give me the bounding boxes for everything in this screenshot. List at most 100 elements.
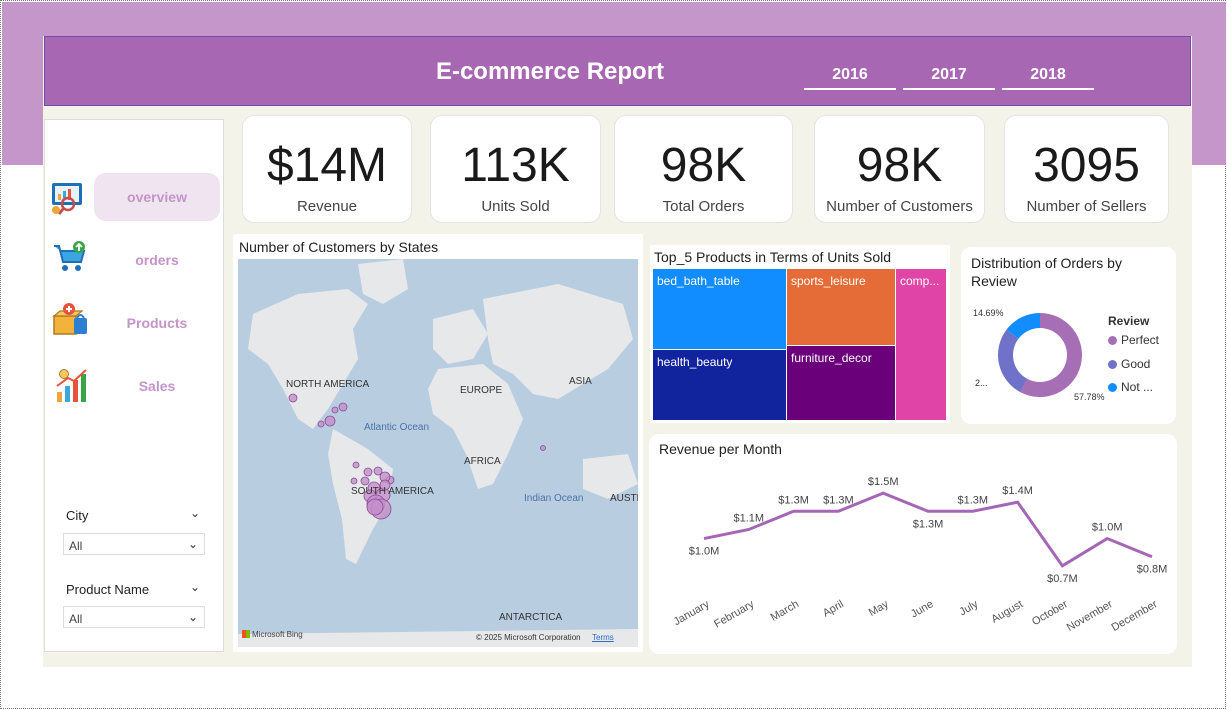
product-name-filter-label: Product Name	[66, 582, 150, 597]
map-label-africa: AFRICA	[464, 456, 501, 467]
chevron-down-icon: ⌄	[187, 537, 198, 551]
x-tick-label: November	[1065, 598, 1115, 634]
treemap-title: Top_5 Products in Terms of Units Sold	[654, 249, 892, 265]
data-label: $1.0M	[689, 546, 720, 558]
nav-item-overview[interactable]: overview	[94, 173, 220, 221]
kpi-label: Number of Customers	[826, 198, 973, 215]
donut-slice-perfect[interactable]	[1020, 313, 1082, 397]
year-button-2018[interactable]: 2018	[1002, 64, 1094, 90]
kpi-card-sellers: 3095 Number of Sellers	[1004, 115, 1169, 223]
donut-slice-not[interactable]	[1006, 313, 1040, 339]
kpi-label: Units Sold	[481, 198, 550, 215]
map-label-indian: Indian Ocean	[524, 493, 584, 504]
kpi-label: Total Orders	[662, 198, 745, 215]
legend-item-perfect[interactable]: Perfect	[1108, 333, 1159, 347]
line-chart-panel	[649, 434, 1177, 654]
legend-item-good[interactable]: Good	[1108, 357, 1150, 371]
kpi-value: 98K	[856, 139, 943, 192]
map-label-australia: AUSTR	[610, 493, 638, 504]
kpi-value: 98K	[660, 139, 747, 192]
donut-slice-good[interactable]	[998, 329, 1028, 393]
nav-item-sales[interactable]: Sales	[138, 378, 176, 394]
treemap-tile[interactable]: sports_leisure	[787, 269, 895, 345]
product-name-filter-dropdown[interactable]: All ⌄	[63, 606, 205, 628]
map-label-south-america: SOUTH AMERICA	[351, 486, 434, 497]
report-title: E-commerce Report	[435, 58, 665, 85]
donut-chart[interactable]	[990, 305, 1090, 405]
donut-label: 2...	[975, 378, 988, 388]
data-label: $1.4M	[1002, 485, 1033, 497]
legend-dot	[1108, 336, 1117, 345]
products-box-icon[interactable]	[52, 302, 88, 338]
x-tick-label: March	[769, 598, 801, 624]
data-label: $0.7M	[1047, 573, 1078, 585]
city-filter-value: All	[69, 539, 83, 553]
year-button-2016[interactable]: 2016	[804, 64, 896, 90]
x-tick-label: June	[909, 598, 936, 620]
x-tick-label: August	[989, 598, 1025, 626]
x-tick-label: December	[1110, 598, 1160, 634]
city-filter-label: City	[66, 508, 89, 523]
legend-dot	[1108, 383, 1117, 392]
map-label-europe: EUROPE	[460, 385, 503, 396]
line-chart-title: Revenue per Month	[659, 441, 782, 457]
donut-label: 57.78%	[1074, 392, 1105, 402]
map-copyright: © 2025 Microsoft Corporation	[476, 633, 581, 642]
bing-attribution: Microsoft Bing	[242, 630, 303, 639]
chevron-down-icon[interactable]: ⌄	[190, 506, 201, 520]
map-land	[238, 259, 638, 647]
x-tick-label: January	[672, 598, 712, 628]
x-tick-label: February	[712, 598, 757, 631]
chevron-down-icon: ⌄	[187, 610, 198, 624]
treemap-tile[interactable]: furniture_decor	[787, 346, 895, 420]
data-label: $1.1M	[734, 512, 765, 524]
donut-legend-title: Review	[1108, 314, 1150, 328]
nav-item-products[interactable]: Products	[126, 315, 188, 331]
overview-chart-icon[interactable]	[48, 180, 84, 216]
data-label: $0.8M	[1137, 564, 1168, 576]
bing-attribution-text: Microsoft Bing	[252, 630, 303, 639]
header-bar	[44, 36, 1191, 106]
treemap-tile[interactable]: bed_bath_table	[653, 269, 786, 349]
year-button-2017[interactable]: 2017	[903, 64, 995, 90]
map-title: Number of Customers by States	[239, 239, 439, 255]
donut-label: 14.69%	[973, 308, 1004, 318]
kpi-card-customers: 98K Number of Customers	[814, 115, 985, 223]
treemap-tile[interactable]: comp...	[896, 269, 946, 420]
map-terms-link[interactable]: Terms	[592, 633, 614, 642]
customers-map[interactable]: NORTH AMERICA EUROPE ASIA AFRICA SOUTH A…	[238, 259, 638, 647]
kpi-card-units-sold: 113K Units Sold	[430, 115, 601, 223]
data-label: $1.5M	[868, 476, 899, 488]
kpi-card-revenue: $14M Revenue	[242, 115, 412, 223]
data-label: $1.0M	[1092, 522, 1123, 534]
data-label: $1.3M	[778, 494, 809, 506]
data-label: $1.3M	[913, 518, 944, 530]
bing-logo-icon	[242, 630, 250, 638]
kpi-value: 3095	[1033, 139, 1140, 192]
map-label-asia: ASIA	[569, 376, 592, 387]
revenue-line[interactable]	[703, 491, 1153, 568]
kpi-card-total-orders: 98K Total Orders	[614, 115, 793, 223]
kpi-label: Revenue	[296, 198, 358, 215]
data-label: $1.3M	[958, 494, 989, 506]
map-label-antarctica: ANTARCTICA	[499, 612, 563, 623]
donut-title: Distribution of Orders by Review	[971, 255, 1122, 289]
nav-item-orders[interactable]: orders	[135, 252, 179, 268]
product-name-filter-value: All	[69, 612, 83, 626]
x-tick-label: July	[957, 598, 980, 618]
legend-dot	[1108, 360, 1117, 369]
city-filter-dropdown[interactable]: All ⌄	[63, 533, 205, 555]
shopping-cart-icon[interactable]	[52, 240, 88, 276]
revenue-line-chart[interactable]: $1.0M January $1.1M February $1.3M March $1.3M…	[649, 434, 1177, 654]
map-label-north-america: NORTH AMERICA	[286, 379, 370, 390]
treemap-tile[interactable]: health_beauty	[653, 350, 786, 420]
map-label-atlantic: Atlantic Ocean	[364, 422, 430, 433]
legend-item-not[interactable]: Not ...	[1108, 380, 1153, 394]
legend-label: Not ...	[1121, 380, 1154, 394]
data-label: $1.3M	[823, 494, 854, 506]
chevron-down-icon[interactable]: ⌄	[190, 580, 201, 594]
x-tick-label: April	[821, 598, 846, 619]
sales-growth-icon[interactable]	[54, 368, 90, 404]
kpi-value: $14M	[266, 139, 388, 192]
